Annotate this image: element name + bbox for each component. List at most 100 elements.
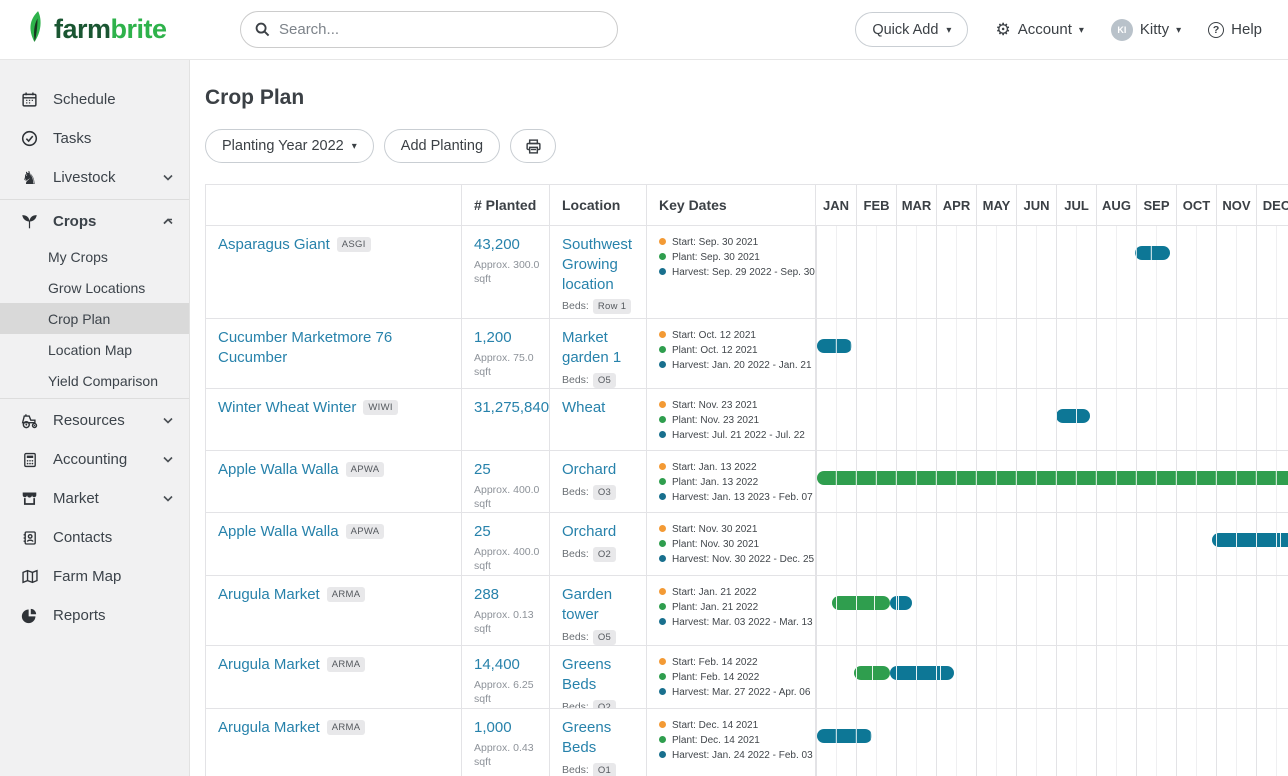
sidebar-item-crop-plan[interactable]: Crop Plan — [0, 303, 189, 334]
location-link[interactable]: Garden tower — [562, 586, 613, 623]
gantt-bar-teal[interactable] — [817, 339, 852, 353]
gantt-bar-teal[interactable] — [1056, 409, 1090, 423]
planted-count-link[interactable]: 43,200 — [474, 236, 520, 253]
sidebar-item-resources[interactable]: Resources — [0, 401, 189, 440]
month-header-may: MAY — [976, 185, 1016, 225]
key-date-line: Plant: Oct. 12 2021 — [659, 343, 807, 358]
gantt-chart-cell — [815, 319, 1288, 388]
crop-name-link[interactable]: Arugula Market — [218, 656, 320, 673]
sidebar-item-farm-map[interactable]: Farm Map — [0, 557, 189, 596]
planted-count-link[interactable]: 1,200 — [474, 329, 512, 346]
sidebar-item-livestock[interactable]: ♞ Livestock — [0, 158, 189, 197]
beds-label: Beds: — [562, 700, 589, 708]
planting-year-dropdown[interactable]: Planting Year 2022 ▾ — [205, 129, 374, 163]
planted-count-link[interactable]: 25 — [474, 461, 491, 478]
key-date-dot-icon — [659, 658, 666, 665]
sidebar-divider — [0, 398, 189, 399]
location-link[interactable]: Greens Beds — [562, 656, 612, 693]
location-link[interactable]: Orchard — [562, 461, 617, 478]
farmbrite-logo[interactable]: farmbrite — [24, 10, 210, 49]
user-menu[interactable]: KI Kitty ▾ — [1110, 18, 1181, 41]
key-dates-cell: Start: Feb. 14 2022 Plant: Feb. 14 2022 Ha… — [646, 646, 815, 708]
planted-cell: 1,200 Approx. 75.0 sqft — [461, 319, 549, 388]
crop-name-link[interactable]: Winter Wheat Winter — [218, 399, 357, 416]
planted-count-link[interactable]: 14,400 — [474, 656, 520, 673]
key-date-dot-icon — [659, 401, 666, 408]
gantt-bar-green[interactable] — [832, 596, 890, 610]
gantt-chart-cell — [815, 513, 1288, 575]
crop-name-link[interactable]: Arugula Market — [218, 586, 320, 603]
beds-label: Beds: — [562, 763, 589, 776]
sidebar-item-tasks[interactable]: Tasks — [0, 119, 189, 158]
crop-name-link[interactable]: Apple Walla Walla — [218, 461, 339, 478]
key-dates-cell: Start: Oct. 12 2021 Plant: Oct. 12 2021 Ha… — [646, 319, 815, 388]
key-date-text: Start: Jan. 21 2022 — [672, 587, 757, 598]
key-date-line: Harvest: Mar. 03 2022 - Mar. 13 — [659, 615, 813, 630]
gantt-bar-teal[interactable] — [890, 666, 954, 680]
chevron-down-icon: ▾ — [351, 141, 357, 152]
planted-count-link[interactable]: 31,275,840 — [474, 399, 549, 416]
location-link[interactable]: Southwest Growing location — [562, 236, 633, 293]
month-header-nov: NOV — [1216, 185, 1256, 225]
location-link[interactable]: Market garden 1 — [562, 329, 622, 366]
location-link[interactable]: Orchard — [562, 523, 617, 540]
month-header-jul: JUL — [1056, 185, 1096, 225]
key-date-text: Plant: Nov. 23 2021 — [672, 415, 760, 426]
location-link[interactable]: Greens Beds — [562, 719, 612, 756]
beds-label: Beds: — [562, 547, 589, 560]
sidebar-item-contacts[interactable]: Contacts — [0, 518, 189, 557]
month-header-sep: SEP — [1136, 185, 1176, 225]
key-date-dot-icon — [659, 331, 666, 338]
crop-name-link[interactable]: Cucumber Marketmore 76 Cucumber — [218, 329, 393, 366]
table-row: Cucumber Marketmore 76 Cucumber 1,200 Appr… — [206, 318, 1288, 388]
gantt-chart-cell — [815, 646, 1288, 708]
crop-name-link[interactable]: Asparagus Giant — [218, 236, 330, 253]
gantt-chart-cell — [815, 576, 1288, 645]
key-date-text: Harvest: Mar. 27 2022 - Apr. 06 — [672, 687, 811, 698]
crop-name-link[interactable]: Apple Walla Walla — [218, 523, 339, 540]
planted-count-link[interactable]: 25 — [474, 523, 491, 540]
gantt-bar-teal[interactable] — [1212, 533, 1288, 547]
key-date-line: Start: Jan. 21 2022 — [659, 585, 807, 600]
gantt-bar-teal[interactable] — [817, 729, 872, 743]
sidebar-item-yield-comparison[interactable]: Yield Comparison — [48, 372, 158, 389]
planted-count-link[interactable]: 1,000 — [474, 719, 512, 736]
sidebar-item-reports[interactable]: Reports — [0, 596, 189, 635]
key-dates-cell: Start: Sep. 30 2021 Plant: Sep. 30 2021 Ha… — [646, 226, 815, 318]
sidebar-item-label: Reports — [53, 607, 106, 624]
key-date-text: Start: Feb. 14 2022 — [672, 657, 758, 668]
sidebar-item-my-crops[interactable]: My Crops — [48, 248, 108, 265]
account-menu[interactable]: ⚙ Account ▾ — [995, 20, 1084, 39]
gantt-bar-green[interactable] — [854, 666, 890, 680]
table-row: Apple Walla Walla APWA 25 Approx. 400.0 sqf… — [206, 512, 1288, 575]
beds-label: Beds: — [562, 485, 589, 498]
crop-name-cell: Arugula Market ARMA — [206, 576, 461, 645]
sidebar-item-crops[interactable]: Crops — [0, 202, 189, 241]
sidebar-item-schedule[interactable]: Schedule — [0, 80, 189, 119]
key-date-dot-icon — [659, 588, 666, 595]
location-link[interactable]: Wheat — [562, 399, 606, 416]
quick-add-button[interactable]: Quick Add ▾ — [855, 12, 969, 47]
gantt-bar-teal[interactable] — [1135, 246, 1170, 260]
planted-count-link[interactable]: 288 — [474, 586, 500, 603]
key-dates-cell: Start: Jan. 21 2022 Plant: Jan. 21 2022 Ha… — [646, 576, 815, 645]
planted-area-note: Approx. 6.25 sqft — [474, 678, 534, 705]
table-row: Arugula Market ARMA 14,400 Approx. 6.25 sqf… — [206, 645, 1288, 708]
search-input[interactable] — [279, 21, 603, 38]
gantt-bar-green[interactable] — [817, 471, 1288, 485]
planted-area-note: Approx. 300.0 sqft — [474, 258, 540, 285]
key-date-text: Plant: Oct. 12 2021 — [672, 345, 758, 356]
bed-badge: O5 — [592, 372, 617, 388]
help-menu[interactable]: ? Help — [1208, 21, 1262, 38]
print-button[interactable] — [510, 129, 557, 163]
gantt-bar-teal[interactable] — [890, 596, 912, 610]
key-date-dot-icon — [659, 253, 666, 260]
month-header-apr: APR — [936, 185, 976, 225]
sidebar-item-grow-locations[interactable]: Grow Locations — [48, 279, 146, 296]
crop-name-link[interactable]: Arugula Market — [218, 719, 320, 736]
sidebar-item-label: Resources — [53, 412, 125, 429]
add-planting-button[interactable]: Add Planting — [383, 129, 501, 163]
sidebar-item-accounting[interactable]: Accounting — [0, 440, 189, 479]
sidebar-item-market[interactable]: Market — [0, 479, 189, 518]
sidebar-item-location-map[interactable]: Location Map — [48, 341, 133, 358]
